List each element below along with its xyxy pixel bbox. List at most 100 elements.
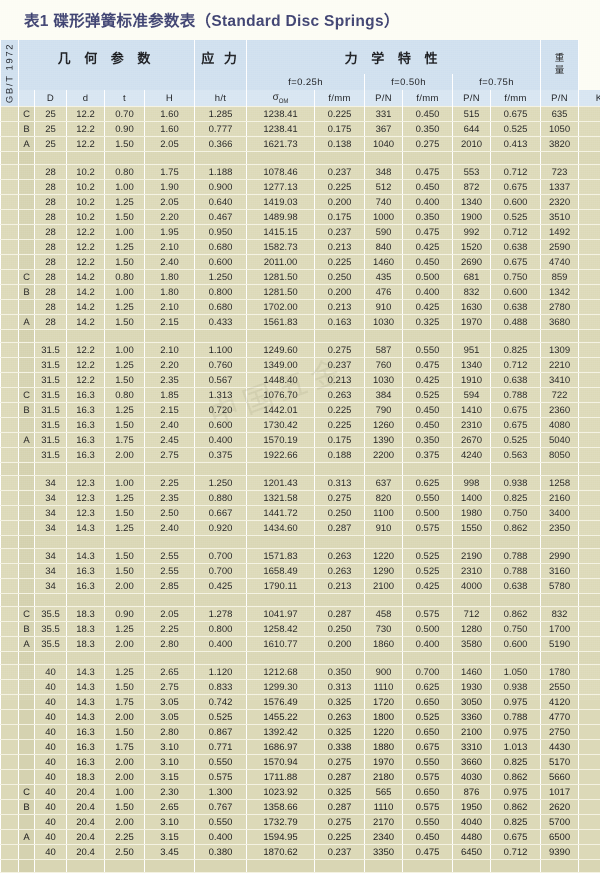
separator-cell [105, 152, 145, 165]
cell-D: 28 [35, 225, 67, 240]
cell-h-over-t: 0.550 [195, 755, 247, 770]
col-header-sigma-om: σOM [247, 90, 315, 107]
cell-f-050h: 0.500 [403, 270, 453, 285]
cell-p-075h: 635 [541, 107, 579, 122]
cell-f-025h: 0.313 [315, 476, 365, 491]
page-title: 表1 碟形弹簧标准参数表（Standard Disc Springs） [24, 9, 400, 31]
cell-p-050h: 1280 [453, 622, 491, 637]
cell-f-050h: 0.575 [403, 770, 453, 785]
cell-d: 16.3 [67, 725, 105, 740]
separator-cell [1, 594, 19, 607]
cell-p-025h: 900 [365, 665, 403, 680]
cell-f-025h: 0.213 [315, 300, 365, 315]
separator-cell [1, 330, 19, 343]
cell-p-050h: 3310 [453, 740, 491, 755]
cell-t: 0.80 [105, 270, 145, 285]
cell-H: 3.10 [145, 740, 195, 755]
cell-p-025h: 2340 [365, 830, 403, 845]
cell-f-075h: 0.675 [491, 418, 541, 433]
cell-weight: 7.80 [579, 373, 600, 388]
cell-p-025h: 910 [365, 300, 403, 315]
cell-p-025h: 2100 [365, 579, 403, 594]
cell-t: 1.50 [105, 137, 145, 152]
cell-p-050h: 998 [453, 476, 491, 491]
cell-f-075h: 0.638 [491, 240, 541, 255]
col-header-h-over-t: h/t [195, 90, 247, 107]
row-standard-gutter [1, 815, 19, 830]
cell-f-025h: 0.237 [315, 845, 365, 860]
cell-p-025h: 1220 [365, 549, 403, 564]
cell-f-050h: 0.450 [403, 403, 453, 418]
cell-class [19, 725, 35, 740]
cell-d: 20.4 [67, 800, 105, 815]
row-standard-gutter [1, 845, 19, 860]
cell-f-050h: 0.275 [403, 137, 453, 152]
cell-sigma-om: 1277.13 [247, 180, 315, 195]
cell-p-050h: 1630 [453, 300, 491, 315]
separator-cell [315, 463, 365, 476]
cell-sigma-om: 1922.66 [247, 448, 315, 463]
cell-f-025h: 0.250 [315, 622, 365, 637]
table-bottom-strip [1, 860, 600, 873]
separator-cell [195, 594, 247, 607]
cell-f-075h: 0.788 [491, 564, 541, 579]
cell-h-over-t: 0.867 [195, 725, 247, 740]
cell-sigma-om: 1610.77 [247, 637, 315, 652]
separator-cell [247, 860, 315, 873]
separator-cell [145, 463, 195, 476]
separator-cell [19, 152, 35, 165]
cell-f-025h: 0.287 [315, 800, 365, 815]
cell-class: C [19, 270, 35, 285]
separator-cell [403, 652, 453, 665]
cell-p-075h: 9390 [541, 845, 579, 860]
cell-p-075h: 3400 [541, 506, 579, 521]
header-deflection-25-label: f=0.25h [288, 77, 323, 88]
cell-sigma-om: 1571.83 [247, 549, 315, 564]
cell-sigma-om: 1702.00 [247, 300, 315, 315]
cell-f-050h: 0.400 [403, 285, 453, 300]
separator-cell [453, 330, 491, 343]
cell-f-025h: 0.138 [315, 137, 365, 152]
cell-h-over-t: 1.285 [195, 107, 247, 122]
cell-h-over-t: 0.600 [195, 255, 247, 270]
cell-p-075h: 2210 [541, 358, 579, 373]
cell-f-050h: 0.450 [403, 830, 453, 845]
separator-cell [35, 463, 67, 476]
cell-p-075h: 3510 [541, 210, 579, 225]
cell-f-075h: 0.825 [491, 815, 541, 830]
cell-f-075h: 0.862 [491, 607, 541, 622]
cell-h-over-t: 0.900 [195, 180, 247, 195]
cell-class [19, 373, 35, 388]
cell-f-025h: 0.325 [315, 695, 365, 710]
separator-cell [145, 152, 195, 165]
cell-class [19, 770, 35, 785]
cell-p-025h: 3350 [365, 845, 403, 860]
separator-cell [67, 536, 105, 549]
cell-d: 14.3 [67, 521, 105, 536]
cell-weight: 3.92 [579, 225, 600, 240]
cell-f-025h: 0.175 [315, 433, 365, 448]
cell-d: 16.3 [67, 755, 105, 770]
separator-cell [105, 330, 145, 343]
cell-weight: 5.24 [579, 195, 600, 210]
cell-f-075h: 0.938 [491, 680, 541, 695]
cell-t: 2.00 [105, 815, 145, 830]
cell-f-050h: 0.700 [403, 665, 453, 680]
cell-weight: 6.19 [579, 476, 600, 491]
cell-f-075h: 0.825 [491, 491, 541, 506]
cell-weight: 16.45 [579, 755, 600, 770]
cell-sigma-om: 1489.98 [247, 210, 315, 225]
cell-weight: 6.72 [579, 418, 600, 433]
cell-f-075h: 0.750 [491, 622, 541, 637]
separator-cell [491, 652, 541, 665]
cell-weight: 8.96 [579, 448, 600, 463]
cell-h-over-t: 0.742 [195, 695, 247, 710]
cell-t: 1.50 [105, 725, 145, 740]
cell-H: 2.75 [145, 448, 195, 463]
cell-p-025h: 476 [365, 285, 403, 300]
group-separator-row [1, 152, 600, 165]
cell-H: 2.05 [145, 195, 195, 210]
cell-sigma-om: 1041.97 [247, 607, 315, 622]
